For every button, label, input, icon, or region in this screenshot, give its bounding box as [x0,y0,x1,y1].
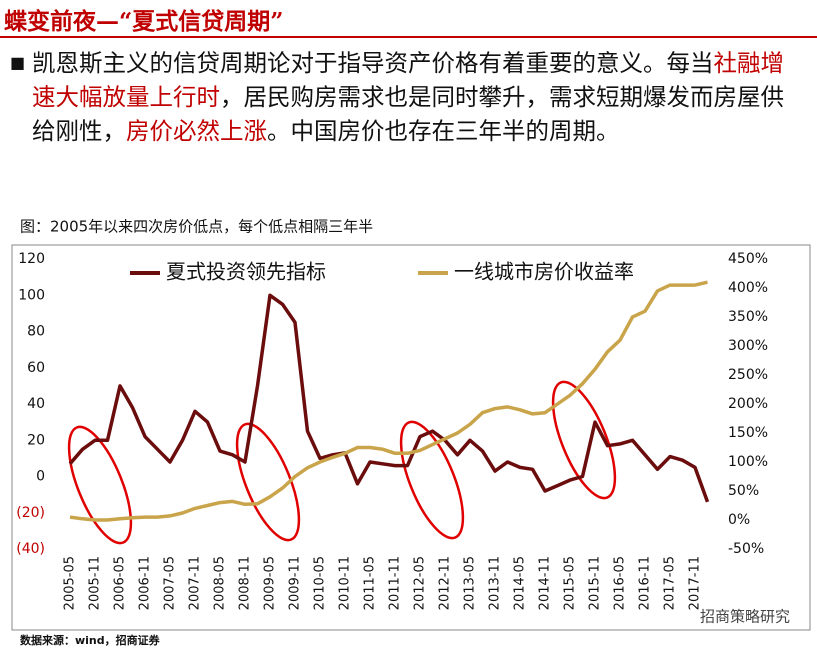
chart-title: 图：2005年以来四次房价低点，每个低点相隔三年半 [20,218,373,236]
x-tick-label: 2012-05 [413,556,428,610]
y2-tick-label: 50% [728,483,759,499]
x-tick-label: 2013-05 [463,556,478,610]
x-tick-label: 2014-05 [513,556,528,610]
x-tick-label: 2007-11 [188,556,203,610]
legend-label: 一线城市房价收益率 [454,260,634,284]
x-tick-label: 2006-05 [113,556,128,610]
y2-tick-label: 150% [728,425,768,441]
x-tick-label: 2010-11 [338,556,353,610]
x-tick-label: 2011-05 [363,556,378,610]
watermark: 招商策略研究 [700,608,790,626]
annotation-ellipse [235,422,301,542]
legend-label: 夏式投资领先指标 [166,260,326,284]
x-tick-label: 2012-11 [438,556,453,610]
x-tick-label: 2008-11 [238,556,253,610]
y-tick-label: (40) [16,541,45,557]
x-tick-label: 2015-11 [588,556,603,610]
y2-tick-label: 400% [728,280,768,296]
y2-tick-label: 300% [728,338,768,354]
y-tick-label: 100 [18,287,45,303]
bullet: ■ [10,53,26,72]
x-tick-label: 2016-11 [638,556,653,610]
annotation-ellipse [67,425,133,545]
paragraph-segment: 凯恩斯主义的信贷周期论对于指导资产价格有着重要的意义。每当 [32,49,714,77]
annotations [67,380,617,545]
x-tick-label: 2011-11 [388,556,403,610]
y2-tick-label: 250% [728,367,768,383]
x-tick-label: 2016-05 [613,556,628,610]
title-rule [0,36,817,38]
paragraph-body: 凯恩斯主义的信贷周期论对于指导资产价格有着重要的意义。每当社融增速大幅放量上行时… [32,46,807,148]
x-tick-label: 2014-11 [538,556,553,610]
x-tick-label: 2007-05 [163,556,178,610]
y-tick-label: (20) [16,505,45,521]
paragraph-segment: 房价必然上涨 [126,117,267,145]
paragraph: ■ 凯恩斯主义的信贷周期论对于指导资产价格有着重要的意义。每当社融增速大幅放量上行… [10,46,810,148]
paragraph-segment: ，居民购房需求也是同时攀升，需求短期爆发而房屋供给刚性， [32,83,784,145]
y-tick-label: 20 [27,432,45,448]
x-tick-label: 2015-05 [563,556,578,610]
x-tick-label: 2005-11 [88,556,103,610]
y2-tick-label: 200% [728,396,768,412]
x-tick-label: 2005-05 [63,556,78,610]
source: 数据来源：wind，招商证券 [20,633,161,647]
y2-tick-label: 0% [728,512,750,528]
series-line [68,293,710,503]
chart-frame [11,244,811,631]
annotation-ellipse [399,420,465,540]
x-tick-label: 2006-11 [138,556,153,610]
x-tick-label: 2009-11 [288,556,303,610]
y2-tick-label: 100% [728,454,768,470]
y2-tick-label: 450% [728,251,768,267]
x-tick-label: 2013-11 [488,556,503,610]
x-tick-label: 2008-05 [213,556,228,610]
paragraph-segment: 社融增速大幅放量上行时 [32,49,784,111]
x-tick-label: 2017-05 [663,556,678,610]
y2-tick-label: -50% [728,541,764,557]
annotation-ellipse [551,380,617,500]
y2-tick-label: 350% [728,309,768,325]
x-tick-label: 2009-05 [263,556,278,610]
paragraph-segment: 。中国房价也存在三年半的周期。 [267,117,620,145]
x-tick-label: 2010-05 [313,556,328,610]
x-tick-label: 2017-11 [688,556,703,610]
y-tick-label: 0 [36,469,45,485]
y-tick-label: 120 [18,251,45,267]
y-tick-label: 60 [27,360,45,376]
slide-title: 蝶变前夜—“夏式信贷周期” [4,8,284,35]
series-line [69,280,708,522]
y-tick-label: 40 [27,396,45,412]
y-tick-label: 80 [27,324,45,340]
